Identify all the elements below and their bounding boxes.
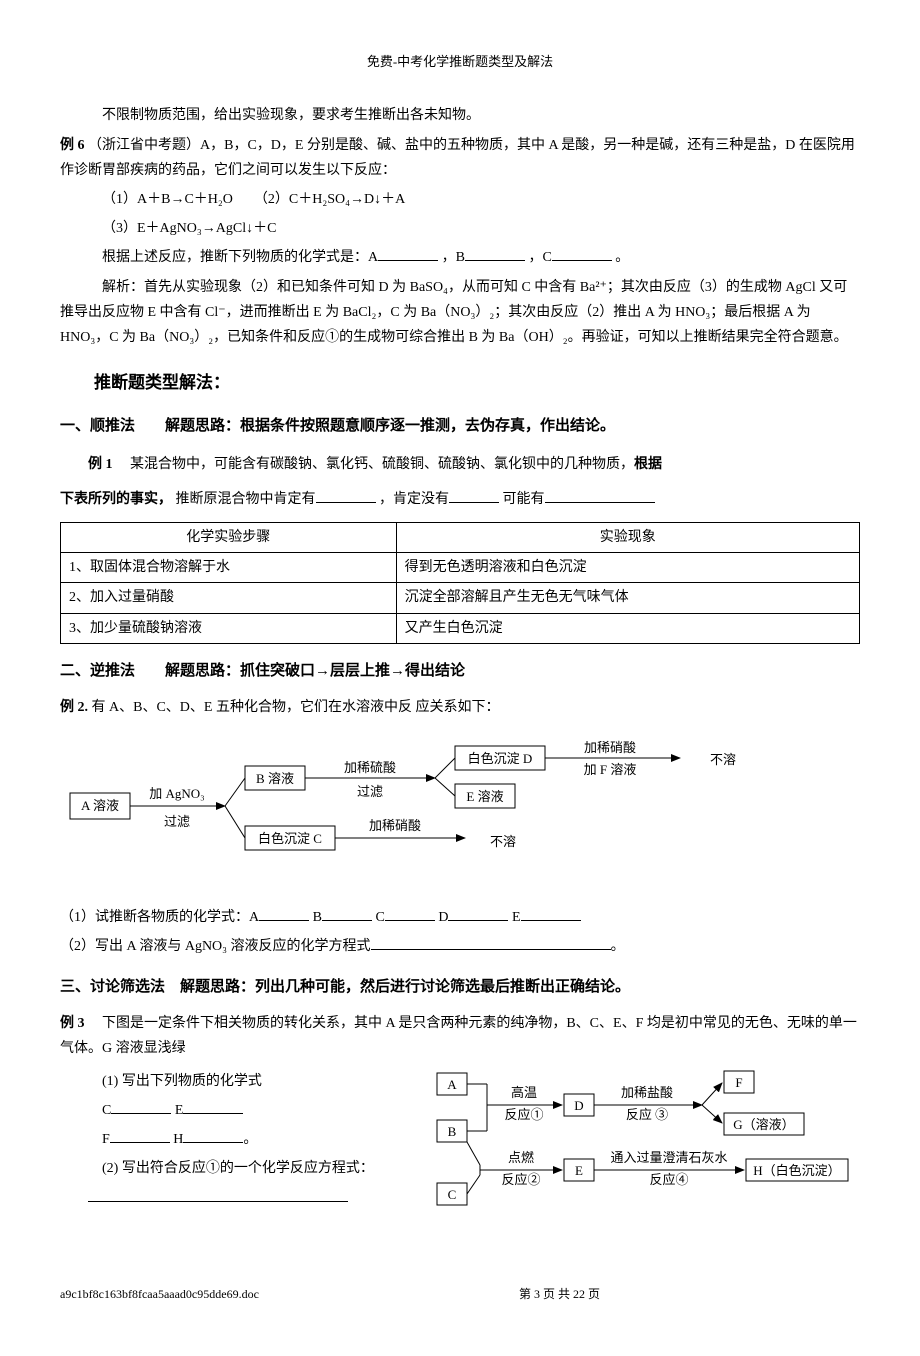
svg-text:点燃: 点燃 — [508, 1150, 534, 1165]
blank — [378, 246, 438, 261]
sec1-title: 一、顺推法 解题思路：根据条件按照题意顺序逐一推测，去伪存真，作出结论。 — [60, 413, 860, 440]
ex2-q2: （2）写出 A 溶液与 AgNO₃ 溶液反应的化学方程式。 — [60, 934, 860, 959]
svg-text:C: C — [448, 1187, 457, 1202]
ex1-text: 某混合物中，可能含有碳酸钠、氯化钙、硫酸铜、硫酸钠、氯化钡中的几种物质， — [130, 457, 634, 472]
flowchart-svg: A 溶液 加 AgNO₃ 过滤 B 溶液 白色沉淀 C 加稀硫酸 过滤 加稀硝酸… — [60, 738, 820, 878]
svg-text:加稀盐酸: 加稀盐酸 — [621, 1085, 673, 1100]
svg-text:加稀硝酸: 加稀硝酸 — [369, 818, 421, 833]
table-row: 1、取固体混合物溶解于水 得到无色透明溶液和白色沉淀 — [61, 553, 860, 583]
svg-text:D: D — [574, 1098, 583, 1113]
svg-text:加稀硫酸: 加稀硫酸 — [344, 760, 396, 775]
svg-text:E 溶液: E 溶液 — [466, 789, 503, 804]
ex3-q1: (1) 写出下列物质的化学式 — [60, 1069, 412, 1094]
ex1-line2: 下表所列的事实， 推断原混合物中肯定有 ，肯定没有 可能有 — [60, 487, 860, 512]
table-header: 化学实验步骤 — [61, 523, 397, 553]
ex3-text: 下图是一定条件下相关物质的转化关系，其中 A 是只含两种元素的纯净物，B、C、E… — [60, 1016, 857, 1056]
example-1: 例 1 某混合物中，可能含有碳酸钠、氯化钙、硫酸铜、硫酸钠、氯化钡中的几种物质，… — [60, 452, 860, 477]
svg-text:白色沉淀 D: 白色沉淀 D — [468, 751, 533, 766]
ex6-eq1: （1）A＋B→C＋H₂O （2）C＋H₂SO₄→D↓＋A — [60, 187, 860, 212]
blank — [449, 488, 499, 503]
ex1-label: 例 1 — [88, 457, 113, 472]
table-row: 2、加入过量硝酸 沉淀全部溶解且产生无色无气味气体 — [61, 583, 860, 613]
svg-text:通入过量澄清石灰水: 通入过量澄清石灰水 — [610, 1150, 727, 1165]
diagram-3: A B C 高温 反应① D 点燃 反应② E 加稀盐酸 反应 ③ — [432, 1065, 852, 1215]
table-header: 实验现象 — [396, 523, 859, 553]
ex3-body: (1) 写出下列物质的化学式 C E F H。 (2) 写出符合反应①的一个化学… — [60, 1065, 860, 1224]
svg-text:反应 ③: 反应 ③ — [626, 1107, 668, 1122]
sec3-title: 三、讨论筛选法 解题思路：列出几种可能，然后进行讨论筛选最后推断出正确结论。 — [60, 974, 860, 1001]
diagram-2: A 溶液 加 AgNO₃ 过滤 B 溶液 白色沉淀 C 加稀硫酸 过滤 加稀硝酸… — [60, 738, 860, 887]
ex3-q1-blanks2: F H。 — [60, 1127, 412, 1152]
svg-text:加 AgNO₃: 加 AgNO₃ — [149, 786, 204, 801]
ex6-eq2: （3）E＋AgNO₃→AgCl↓＋C — [60, 216, 860, 241]
svg-text:不溶: 不溶 — [490, 834, 516, 849]
ex3-label: 例 3 — [60, 1016, 85, 1031]
example-6: 例 6 （浙江省中考题）A，B，C，D，E 分别是酸、碱、盐中的五种物质，其中 … — [60, 133, 860, 183]
ex2-text: 有 A、B、C、D、E 五种化合物，它们在水溶液中反 应关系如下： — [92, 700, 500, 715]
footer-page: 第 3 页 共 22 页 — [519, 1284, 600, 1306]
svg-text:反应②: 反应② — [501, 1172, 540, 1187]
sec2-title: 二、逆推法 解题思路：抓住突破口→层层上推→得出结论 — [60, 658, 860, 685]
svg-text:过滤: 过滤 — [357, 784, 383, 799]
ex3-q1-blanks: C E — [60, 1098, 412, 1123]
svg-text:B: B — [448, 1124, 457, 1139]
blank — [552, 246, 612, 261]
svg-text:H（白色沉淀）: H（白色沉淀） — [753, 1163, 840, 1178]
svg-text:白色沉淀 C: 白色沉淀 C — [258, 831, 322, 846]
example-3: 例 3 下图是一定条件下相关物质的转化关系，其中 A 是只含两种元素的纯净物，B… — [60, 1011, 860, 1061]
ex6-text1: （浙江省中考题）A，B，C，D，E 分别是酸、碱、盐中的五种物质，其中 A 是酸… — [60, 138, 855, 178]
svg-text:高温: 高温 — [511, 1085, 537, 1100]
solutions-title: 推断题类型解法： — [94, 368, 860, 399]
example-2: 例 2. 有 A、B、C、D、E 五种化合物，它们在水溶液中反 应关系如下： — [60, 695, 860, 720]
page-footer: a9c1bf8c163bf8fcaa5aaad0c95dde69.doc 第 3… — [60, 1284, 860, 1306]
svg-text:A 溶液: A 溶液 — [81, 798, 119, 813]
table-row: 3、加少量硫酸钠溶液 又产生白色沉淀 — [61, 613, 860, 643]
ex6-label: 例 6 — [60, 138, 85, 153]
ex3-q2: (2) 写出符合反应①的一个化学反应方程式： — [60, 1156, 412, 1181]
svg-text:过滤: 过滤 — [164, 814, 190, 829]
svg-text:F: F — [735, 1075, 742, 1090]
svg-text:G（溶液）: G（溶液） — [733, 1117, 794, 1132]
svg-text:A: A — [447, 1077, 457, 1092]
intro-line: 不限制物质范围，给出实验现象，要求考生推断出各未知物。 — [60, 103, 860, 128]
svg-text:反应①: 反应① — [504, 1107, 543, 1122]
svg-text:E: E — [575, 1163, 583, 1178]
ex2-q1: （1）试推断各物质的化学式：A B C D E — [60, 905, 860, 930]
ex3-q2-blank — [60, 1186, 412, 1211]
experiment-table: 化学实验步骤 实验现象 1、取固体混合物溶解于水 得到无色透明溶液和白色沉淀 2… — [60, 522, 860, 644]
blank — [545, 488, 655, 503]
blank — [465, 246, 525, 261]
footer-file: a9c1bf8c163bf8fcaa5aaad0c95dde69.doc — [60, 1284, 259, 1306]
ex6-analysis: 解析：首先从实验现象（2）和已知条件可知 D 为 BaSO₄，从而可知 C 中含… — [60, 275, 860, 351]
ex2-label: 例 2. — [60, 700, 88, 715]
svg-text:B 溶液: B 溶液 — [256, 771, 294, 786]
svg-text:反应④: 反应④ — [649, 1172, 688, 1187]
doc-header: 免费-中考化学推断题类型及解法 — [60, 50, 860, 73]
svg-text:加 F 溶液: 加 F 溶液 — [584, 762, 637, 777]
svg-text:加稀硝酸: 加稀硝酸 — [584, 740, 636, 755]
svg-text:不溶: 不溶 — [710, 752, 736, 767]
blank — [316, 488, 376, 503]
ex6-question: 根据上述反应，推断下列物质的化学式是：A ，B ，C 。 — [60, 245, 860, 270]
